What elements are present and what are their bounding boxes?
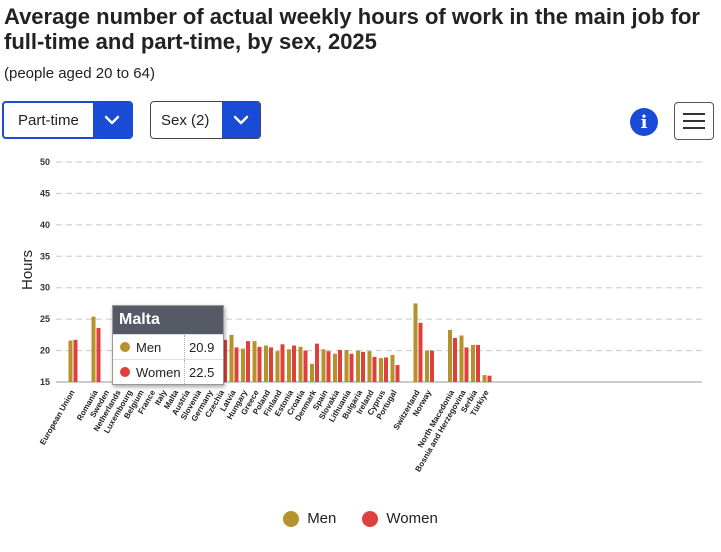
chevron-down-icon[interactable] xyxy=(93,103,131,137)
hamburger-menu-icon[interactable] xyxy=(674,102,714,140)
bar-men[interactable] xyxy=(287,349,291,382)
bar-women[interactable] xyxy=(430,350,434,382)
chart-title: Average number of actual weekly hours of… xyxy=(4,4,700,54)
bar-women[interactable] xyxy=(96,327,101,382)
bar-women[interactable] xyxy=(372,356,377,382)
bar-women[interactable] xyxy=(453,338,457,382)
tooltip-series-name: Women xyxy=(136,364,181,380)
worktime-dropdown-value: Part-time xyxy=(18,111,79,129)
bar-men[interactable] xyxy=(482,375,487,382)
tooltip-value: 20.9 xyxy=(184,335,223,359)
y-tick-label: 15 xyxy=(40,377,50,387)
legend-label-women: Women xyxy=(386,510,438,527)
bar-women[interactable] xyxy=(395,365,400,382)
chart-legend: Men Women xyxy=(0,510,721,527)
y-tick-label: 35 xyxy=(40,251,50,261)
bar-women[interactable] xyxy=(464,347,469,382)
bar-men[interactable] xyxy=(298,346,303,382)
bar-men[interactable] xyxy=(459,335,464,382)
chart-tooltip: Malta Men 20.9 Women 22.5 xyxy=(112,305,224,385)
bar-men[interactable] xyxy=(344,349,349,382)
y-tick-label: 40 xyxy=(40,220,50,230)
tooltip-row-women: Women 22.5 xyxy=(113,359,223,384)
bar-women[interactable] xyxy=(418,322,423,382)
info-icon[interactable]: i xyxy=(630,108,658,136)
bar-women[interactable] xyxy=(246,341,250,382)
y-tick-label: 25 xyxy=(40,314,50,324)
bar-women[interactable] xyxy=(476,344,480,382)
bar-men[interactable] xyxy=(413,303,418,382)
tooltip-marker-women xyxy=(120,367,130,377)
bar-men[interactable] xyxy=(241,348,245,382)
y-tick-label: 45 xyxy=(40,188,50,198)
legend-item-women[interactable]: Women xyxy=(362,510,438,527)
bar-men[interactable] xyxy=(356,350,360,382)
sex-dropdown[interactable]: Sex (2) xyxy=(150,101,261,139)
worktime-dropdown[interactable]: Part-time xyxy=(2,101,133,139)
y-tick-label: 30 xyxy=(40,283,50,293)
x-tick-label: European Union xyxy=(38,388,77,446)
tooltip-title: Malta xyxy=(113,306,223,334)
bar-women[interactable] xyxy=(280,344,285,382)
bar-men[interactable] xyxy=(264,345,268,382)
bar-women[interactable] xyxy=(303,350,308,382)
bar-women[interactable] xyxy=(292,345,296,382)
bar-women[interactable] xyxy=(223,339,227,382)
y-tick-label: 50 xyxy=(40,157,50,167)
legend-marker-women xyxy=(362,510,379,527)
bar-men[interactable] xyxy=(379,358,383,382)
tooltip-marker-men xyxy=(120,342,130,352)
legend-label-men: Men xyxy=(307,510,337,527)
y-axis-label: Hours xyxy=(19,250,36,290)
chart-subtitle: (people aged 20 to 64) xyxy=(4,65,155,82)
chevron-down-icon[interactable] xyxy=(222,102,260,138)
tooltip-row-men: Men 20.9 xyxy=(113,334,223,359)
bar-women[interactable] xyxy=(315,343,319,382)
bar-women[interactable] xyxy=(326,351,331,382)
tooltip-value: 22.5 xyxy=(184,360,223,384)
y-tick-label: 20 xyxy=(40,346,50,356)
bar-women[interactable] xyxy=(338,349,342,382)
legend-marker-men xyxy=(283,510,300,527)
bar-women[interactable] xyxy=(361,351,365,382)
bar-men[interactable] xyxy=(68,340,73,382)
bar-men[interactable] xyxy=(367,351,372,382)
bar-men[interactable] xyxy=(471,344,475,382)
bar-men[interactable] xyxy=(448,329,452,382)
bar-women[interactable] xyxy=(234,347,239,382)
tooltip-series-name: Men xyxy=(136,339,162,355)
bar-men[interactable] xyxy=(229,334,234,382)
legend-item-men[interactable]: Men xyxy=(283,510,336,527)
bar-men[interactable] xyxy=(91,316,96,382)
bar-women[interactable] xyxy=(257,346,262,382)
bar-men[interactable] xyxy=(333,353,337,382)
bar-men[interactable] xyxy=(252,341,257,382)
bar-women[interactable] xyxy=(384,357,388,382)
bar-men[interactable] xyxy=(275,351,280,382)
bar-women[interactable] xyxy=(269,347,273,382)
bar-women[interactable] xyxy=(73,339,78,382)
bar-women[interactable] xyxy=(487,375,492,382)
bar-men[interactable] xyxy=(425,350,429,382)
bar-women[interactable] xyxy=(349,353,354,382)
sex-dropdown-value: Sex (2) xyxy=(161,111,210,129)
bar-men[interactable] xyxy=(390,354,395,382)
bar-men[interactable] xyxy=(310,363,314,382)
bar-men[interactable] xyxy=(321,349,326,382)
